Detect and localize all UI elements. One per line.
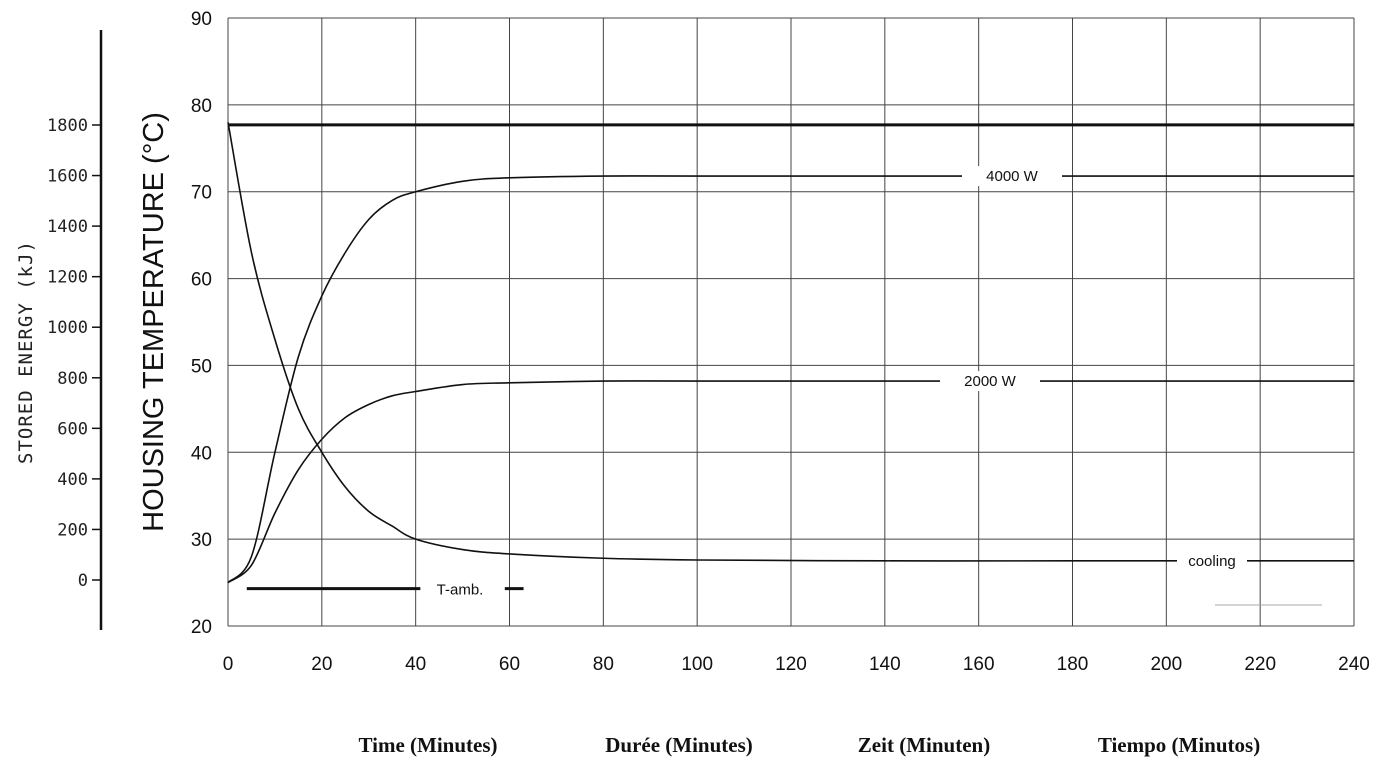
x-tick-label: 100 [681, 654, 713, 675]
series-label: 4000 W [986, 168, 1039, 185]
x-axis-label: Tiempo (Minutos) [1098, 733, 1260, 757]
series-label-bg [962, 166, 1062, 187]
series-label: 2000 W [964, 373, 1017, 390]
secondary-y-tick-label: 1400 [47, 217, 88, 237]
y-tick-label: 30 [191, 530, 212, 551]
series-label-bg [940, 371, 1040, 392]
x-axis-label: Time (Minutes) [358, 733, 497, 757]
x-tick-label: 200 [1150, 654, 1182, 675]
series-label-bg [1177, 550, 1247, 571]
x-tick-label: 40 [405, 654, 426, 675]
y-tick-label: 60 [191, 270, 212, 291]
secondary-y-axis-label: STORED ENERGY (kJ) [15, 240, 37, 464]
x-axis-label: Zeit (Minuten) [858, 733, 990, 757]
secondary-y-tick-label: 1600 [47, 167, 88, 187]
x-tick-label: 220 [1244, 654, 1276, 675]
y-axis-label: HOUSING TEMPERATURE (°C) [138, 112, 170, 532]
secondary-y-tick-label: 0 [78, 571, 88, 591]
y-tick-label: 80 [191, 96, 212, 117]
x-tick-label: 160 [963, 654, 995, 675]
secondary-y-tick-label: 400 [57, 470, 88, 490]
secondary-y-tick-label: 1200 [47, 268, 88, 288]
t-amb-label: T-amb. [437, 582, 484, 599]
grid [92, 17, 1355, 630]
x-tick-label: 80 [593, 654, 614, 675]
x-tick-label: 240 [1338, 654, 1370, 675]
curves [227, 122, 1354, 606]
series-line-cooling [227, 122, 1354, 562]
x-tick-label: 0 [223, 654, 234, 675]
y-tick-label: 20 [191, 617, 212, 638]
x-tick-label: 140 [869, 654, 901, 675]
x-tick-label: 20 [311, 654, 332, 675]
y-tick-label: 50 [191, 356, 212, 377]
series-label: cooling [1188, 553, 1236, 570]
x-axis-label: Durée (Minutes) [605, 733, 753, 757]
y-tick-label: 90 [191, 9, 212, 30]
x-tick-label: 180 [1057, 654, 1089, 675]
secondary-y-tick-label: 600 [57, 419, 88, 439]
x-tick-label: 60 [499, 654, 520, 675]
y-tick-label: 70 [191, 183, 212, 204]
x-tick-label: 120 [775, 654, 807, 675]
y-tick-label: 40 [191, 443, 212, 464]
secondary-y-tick-label: 1800 [47, 116, 88, 136]
secondary-y-tick-label: 1000 [47, 318, 88, 338]
series-line-4000-w [227, 175, 1354, 584]
labels: 0 20 40 60 80 100 120 140 160 180 200 220 240 20 30 40 5… [15, 9, 1370, 757]
secondary-y-tick-label: 200 [57, 520, 88, 540]
secondary-y-tick-label: 800 [57, 369, 88, 389]
